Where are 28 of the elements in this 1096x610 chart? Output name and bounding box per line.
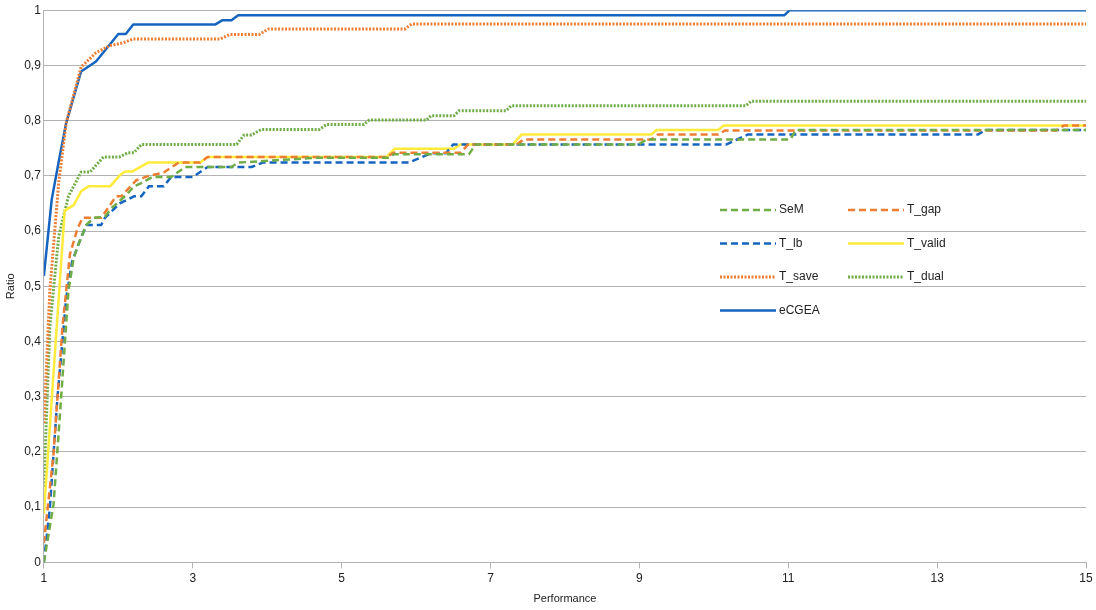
x-tick-label: 3 [189,570,197,585]
legend-label: T_valid [907,235,946,250]
y-tick-label: 0 [34,554,42,569]
legend-label: SeM [779,202,804,217]
x-tick-label: 13 [930,570,945,585]
y-tick-label: 0,9 [24,57,42,72]
x-tick-label: 11 [782,570,795,585]
y-tick-label: 0,3 [24,389,42,404]
y-tick-label: 0,4 [24,333,42,348]
x-tick-label: 7 [487,570,495,585]
x-tick-label: 9 [636,570,644,585]
y-tick-label: 0,6 [24,223,42,238]
legend-label: T_lb [779,235,803,250]
y-tick-label: 0,1 [24,499,42,514]
legend-label: T_save [779,269,819,284]
legend-label: eCGEA [779,302,820,317]
x-axis-title: Performance [533,592,597,605]
line-series [43,22,1086,425]
y-axis-title: Ratio [3,273,16,300]
legend-label: T_dual [907,269,944,284]
y-tick-label: 1 [34,2,42,17]
y-tick-label: 0,7 [24,168,42,183]
y-tick-label: 0,5 [24,278,42,293]
legend-label: T_gap [907,202,942,217]
y-tick-label: 0,2 [24,444,42,459]
y-tick-label: 0,8 [24,112,42,127]
x-tick-label: 15 [1079,570,1093,585]
x-tick-label: 5 [338,570,346,585]
